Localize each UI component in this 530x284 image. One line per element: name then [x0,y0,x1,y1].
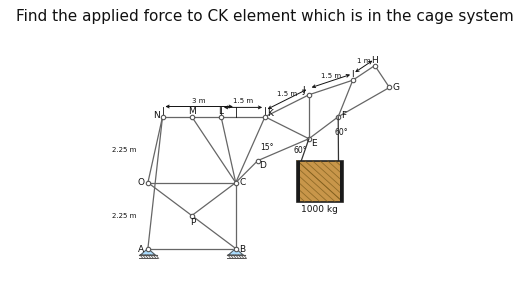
Text: L: L [218,107,224,116]
Text: H: H [372,56,378,65]
Text: A: A [138,245,145,254]
Text: 2.25 m: 2.25 m [112,212,136,219]
Text: K: K [267,109,273,118]
Text: 15°: 15° [261,143,274,152]
Text: 1.5 m: 1.5 m [321,73,341,79]
Text: Find the applied force to CK element which is in the cage system: Find the applied force to CK element whi… [16,9,514,24]
Text: 1.5 m: 1.5 m [233,99,253,105]
Bar [297,161,342,202]
Bar [340,161,342,202]
Text: 1.5 m: 1.5 m [277,91,297,97]
Text: F: F [341,111,346,120]
Text: 60°: 60° [293,146,307,155]
Text: 60°: 60° [334,128,348,137]
Text: J: J [302,86,305,95]
Text: E: E [311,139,317,149]
Text: 2.25 m: 2.25 m [112,147,136,153]
Bar [297,161,300,202]
Text: N: N [153,111,160,120]
Text: 3 m: 3 m [192,98,206,104]
Text: I: I [351,70,354,80]
Text: 1 m: 1 m [357,58,370,64]
Polygon shape [228,248,243,255]
Text: O: O [138,178,145,187]
Text: C: C [239,178,245,187]
Text: B: B [239,245,245,254]
Text: P: P [191,218,196,227]
Text: M: M [188,107,196,116]
Text: 1000 kg: 1000 kg [302,205,338,214]
Text: G: G [392,83,400,92]
Polygon shape [140,248,155,255]
Text: D: D [260,161,267,170]
